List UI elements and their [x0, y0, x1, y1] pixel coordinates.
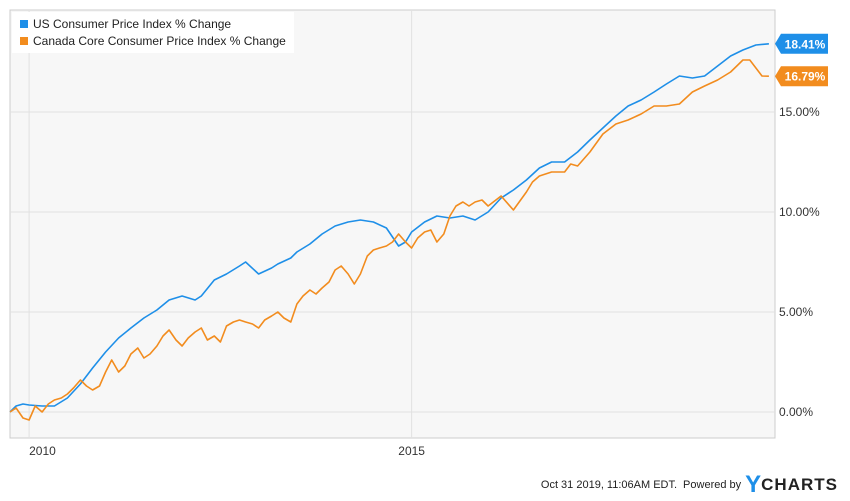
- end-label-us: 18.41%: [775, 33, 828, 54]
- ycharts-logo-y: Y: [745, 471, 762, 498]
- legend-item-canada-cpi: Canada Core Consumer Price Index % Chang…: [20, 32, 286, 49]
- end-label-tag: [775, 33, 828, 54]
- x-tick-label: 2015: [398, 444, 425, 458]
- legend-item-us-cpi: US Consumer Price Index % Change: [20, 15, 286, 32]
- y-tick-label: 15.00%: [779, 105, 820, 119]
- legend-label-canada: Canada Core Consumer Price Index % Chang…: [33, 33, 286, 48]
- y-tick-label: 10.00%: [779, 205, 820, 219]
- timestamp: Oct 31 2019, 11:06AM EDT.: [540, 479, 678, 491]
- series-line-canada-cpi: [9, 59, 769, 421]
- end-label-canada: 16.79%: [775, 66, 828, 87]
- grid-lines: [10, 10, 775, 438]
- series-group: [9, 43, 769, 421]
- y-tick-label: 0.00%: [779, 405, 813, 419]
- legend-label-us: US Consumer Price Index % Change: [33, 16, 232, 31]
- end-value-labels: 18.41% 16.79%: [775, 33, 828, 87]
- powered-by-text: Powered by: [683, 479, 742, 491]
- y-axis-labels: 0.00% 5.00% 10.00% 15.00%: [779, 105, 820, 419]
- legend-swatch-canada: [20, 36, 28, 45]
- series-line-us-cpi: [9, 43, 769, 413]
- end-label-text: 16.79%: [785, 70, 826, 84]
- ycharts-logo-text: CHARTS: [761, 475, 838, 494]
- end-label-tag: [775, 66, 828, 87]
- x-axis-labels: 2010 2015: [29, 444, 425, 458]
- end-label-text: 18.41%: [785, 37, 826, 51]
- x-tick-label: 2010: [29, 444, 56, 458]
- footer: Oct 31 2019, 11:06AM EDT. Powered by Y C…: [540, 471, 838, 498]
- legend: US Consumer Price Index % Change Canada …: [12, 12, 294, 53]
- plot-area: [9, 9, 776, 439]
- legend-swatch-us: [20, 19, 28, 28]
- ycharts-logo[interactable]: Y CHARTS: [745, 471, 838, 498]
- y-tick-label: 5.00%: [779, 305, 813, 319]
